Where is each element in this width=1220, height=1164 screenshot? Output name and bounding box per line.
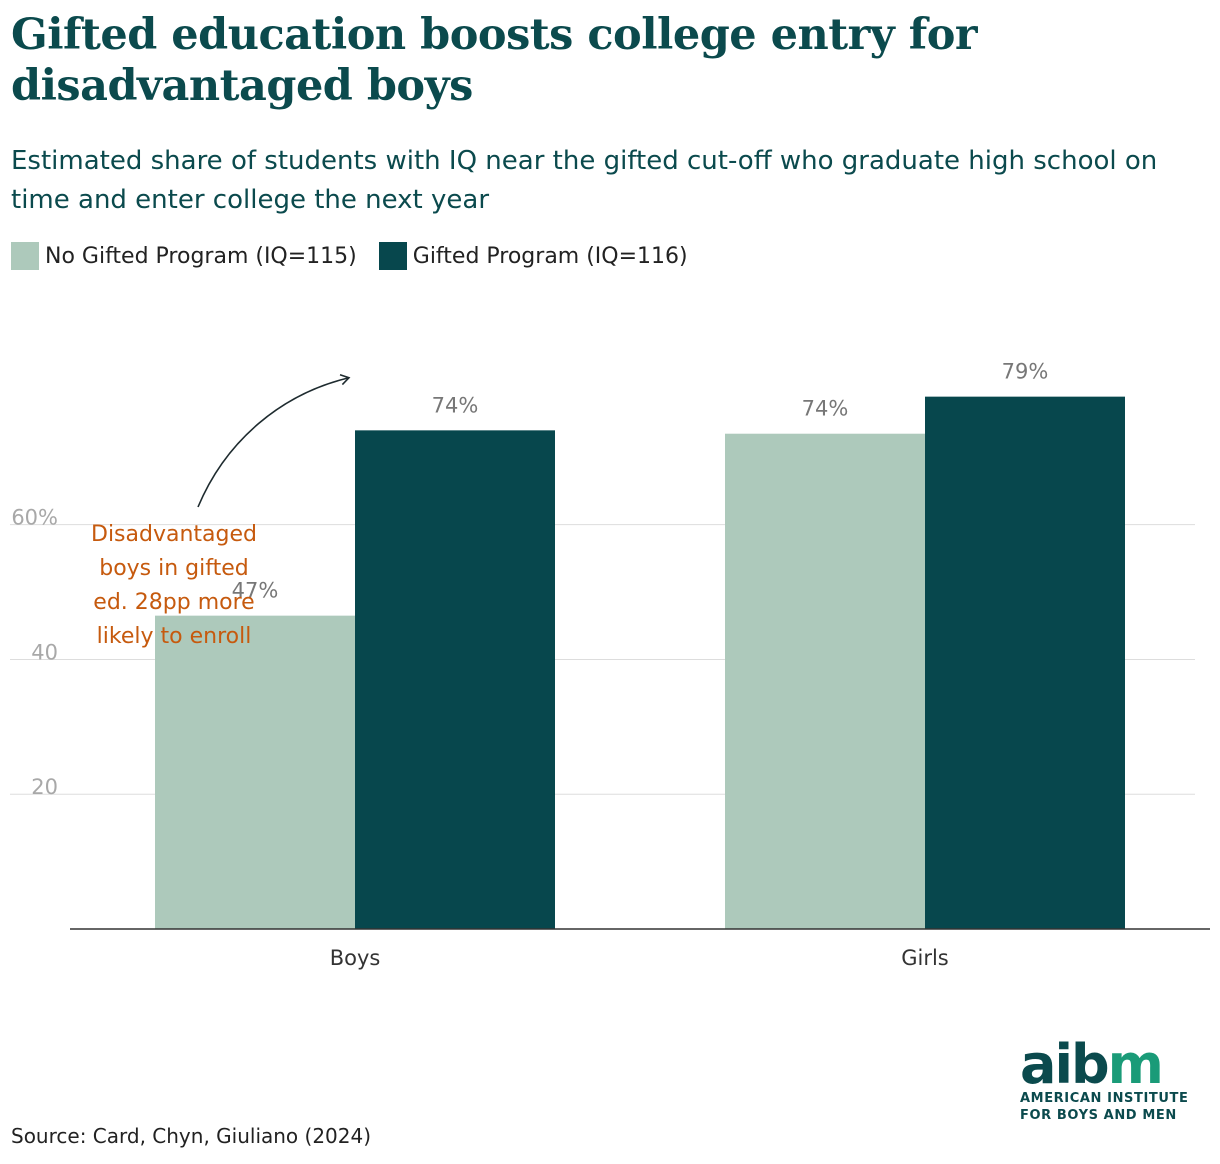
logo-line-2: FOR BOYS AND MEN [1020,1108,1177,1123]
aibm-logo: aibm AMERICAN INSTITUTE FOR BOYS AND MEN [1020,1038,1210,1124]
logo-word-main: aib [1020,1033,1110,1096]
bar-value-label: 74% [802,397,849,421]
bar-no-gifted-girls [725,433,925,929]
legend-item-no-gifted: No Gifted Program (IQ=115) [11,242,357,270]
bar-gifted-boys [355,430,555,929]
bar-value-label: 74% [432,393,479,417]
legend: No Gifted Program (IQ=115) Gifted Progra… [11,242,688,270]
y-tick-label: 40 [31,640,58,664]
annotation-arrow [197,374,351,508]
annotation-text-line: Disadvantaged [91,522,257,547]
logo-word-accent: m [1107,1033,1164,1096]
legend-swatch-gifted [378,242,407,270]
legend-label-no-gifted: No Gifted Program (IQ=115) [45,243,357,269]
chart-subtitle: Estimated share of students with IQ near… [11,146,1158,215]
annotation-text-line: ed. 28pp more [93,590,254,615]
legend-item-gifted: Gifted Program (IQ=116) [378,242,688,270]
y-tick-label: 20 [31,775,58,799]
logo-line-1: AMERICAN INSTITUTE [1020,1091,1189,1106]
source-note: Source: Card, Chyn, Giuliano (2024) [11,1124,372,1148]
bar-gifted-girls [925,396,1125,930]
bar-value-label: 47% [232,579,279,603]
y-tick-label: 60% [11,506,58,530]
x-category-label: Girls [901,946,949,970]
bar-chart: 20 40 60% 47% 74% 74% 79% Boys Girls Disadvanta… [10,360,1210,970]
logo-wordmark: aibm [1020,1038,1210,1092]
bar-value-label: 79% [1002,360,1049,384]
legend-label-gifted: Gifted Program (IQ=116) [412,243,688,269]
annotation-layer: Disadvantaged boys in gifted ed. 28pp more… [91,522,257,649]
annotation-text-line: boys in gifted [99,556,249,581]
x-category-label: Boys [330,946,381,970]
legend-swatch-no-gifted [11,242,39,270]
bar-no-gifted-boys [155,615,355,929]
annotation-text-line: likely to enroll [97,624,252,649]
chart-title: Gifted education boosts college entry fo… [11,10,978,111]
bars-layer [70,396,1210,930]
labels-layer: 47% 74% 74% 79% Boys Girls [232,360,1049,970]
